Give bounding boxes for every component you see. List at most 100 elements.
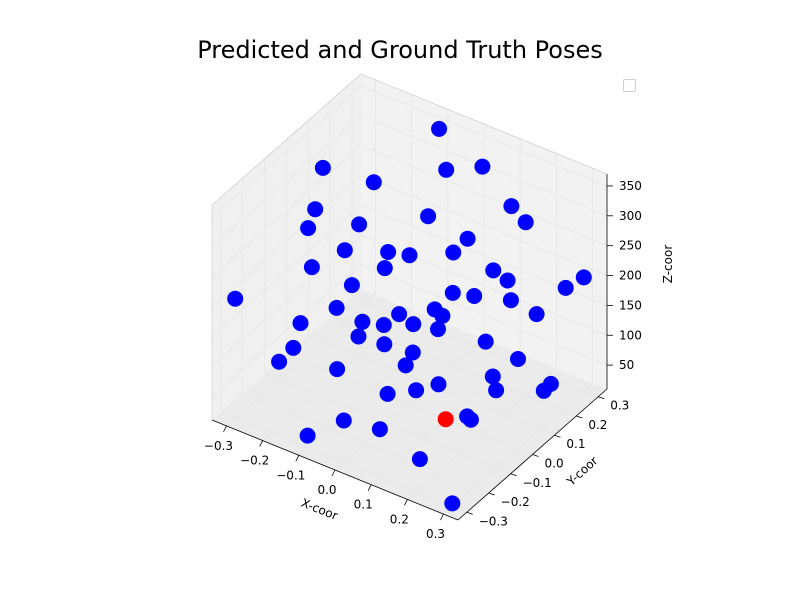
predicted-point	[375, 317, 392, 333]
predicted-point	[371, 421, 388, 438]
predicted-point	[430, 321, 446, 338]
z-tick-label: 150	[619, 298, 642, 312]
predicted-point	[379, 385, 396, 402]
predicted-point	[426, 301, 443, 318]
x-tick	[367, 484, 372, 491]
predicted-point	[335, 412, 352, 429]
x-tick-label: 0.1	[354, 498, 373, 512]
predicted-point	[314, 159, 331, 176]
x-tick-label: 0.3	[426, 527, 445, 541]
grid-line	[211, 264, 362, 397]
grid-line	[360, 85, 608, 187]
pane-edge	[211, 73, 362, 206]
grid-line	[330, 315, 577, 417]
predicted-point	[307, 201, 324, 218]
predicted-point	[336, 242, 353, 259]
x-tick-label: −0.3	[204, 439, 233, 453]
y-axis-label: Y-coor	[563, 454, 600, 490]
predicted-point	[397, 357, 414, 374]
predicted-point	[445, 244, 462, 261]
y-tick-label: 0.2	[588, 418, 607, 432]
grid-line	[211, 175, 362, 307]
data-points	[227, 120, 592, 512]
predicted-point	[343, 277, 360, 294]
predicted-point	[365, 174, 382, 191]
predicted-point	[474, 158, 491, 175]
predicted-point	[380, 244, 397, 260]
x-tick-label: −0.1	[276, 468, 305, 482]
x-tick-label: 0.2	[390, 512, 409, 526]
z-tick-label: 200	[619, 269, 642, 283]
predicted-point	[300, 220, 317, 237]
grid-line	[211, 205, 362, 337]
x-tick	[295, 455, 300, 462]
y-tick	[510, 473, 517, 477]
y-tick	[576, 415, 583, 419]
predicted-point	[444, 495, 461, 512]
grid-line	[360, 145, 608, 247]
predicted-point	[404, 344, 421, 361]
y-tick	[598, 396, 605, 400]
z-tick-label: 350	[619, 179, 642, 193]
predicted-point	[430, 376, 447, 393]
y-tick-label: −0.1	[523, 476, 552, 490]
predicted-point	[303, 259, 320, 276]
predicted-point	[503, 198, 520, 215]
grid-line	[211, 115, 362, 248]
predicted-point	[420, 208, 437, 225]
predicted-point	[299, 427, 316, 444]
predicted-point	[542, 375, 559, 392]
predicted-point	[405, 316, 422, 333]
predicted-point	[438, 161, 455, 178]
predicted-point	[329, 361, 346, 378]
predicted-point	[485, 262, 502, 279]
y-tick-label: 0.0	[545, 457, 564, 471]
x-tick	[403, 499, 408, 506]
x-tick	[259, 440, 264, 447]
grid-line	[220, 411, 467, 513]
predicted-point	[444, 284, 461, 301]
predicted-point	[510, 351, 526, 367]
predicted-point	[354, 313, 371, 330]
y-tick	[532, 454, 539, 457]
predicted-point	[488, 382, 505, 399]
y-tick	[554, 434, 561, 438]
predicted-point	[411, 451, 428, 468]
x-axis-label: X-coor	[299, 496, 340, 523]
x-tick	[331, 469, 336, 477]
predicted-point	[431, 120, 448, 137]
predicted-point	[408, 382, 425, 399]
z-tick-label: 100	[619, 328, 642, 342]
predicted-point	[351, 216, 368, 233]
grid-line	[211, 145, 362, 277]
predicted-point	[459, 230, 476, 247]
predicted-point	[502, 292, 519, 309]
predicted-point	[466, 288, 483, 304]
grid-line	[211, 234, 362, 367]
grid-line	[264, 373, 511, 475]
predicted-point	[227, 290, 244, 307]
ground-truth-point	[437, 411, 454, 428]
grid-line	[211, 85, 362, 218]
predicted-point	[328, 299, 345, 316]
predicted-point	[350, 328, 367, 345]
predicted-point	[391, 306, 408, 323]
x-tick	[440, 513, 444, 521]
y-tick-label: 0.1	[566, 437, 585, 451]
y-tick-label: −0.3	[479, 514, 508, 528]
predicted-point	[271, 353, 288, 370]
grid-line	[360, 234, 608, 336]
predicted-point	[575, 269, 592, 286]
grid-line	[242, 392, 489, 494]
predicted-point	[499, 272, 516, 289]
z-axis-label: Z-coor	[661, 245, 675, 284]
predicted-point	[484, 368, 501, 385]
z-tick-label: 300	[619, 209, 642, 223]
y-tick	[466, 511, 473, 515]
predicted-point	[459, 408, 476, 425]
z-tick-label: 250	[619, 239, 642, 253]
y-tick	[488, 492, 495, 496]
x-tick-label: −0.2	[240, 454, 269, 468]
predicted-point	[401, 247, 418, 264]
